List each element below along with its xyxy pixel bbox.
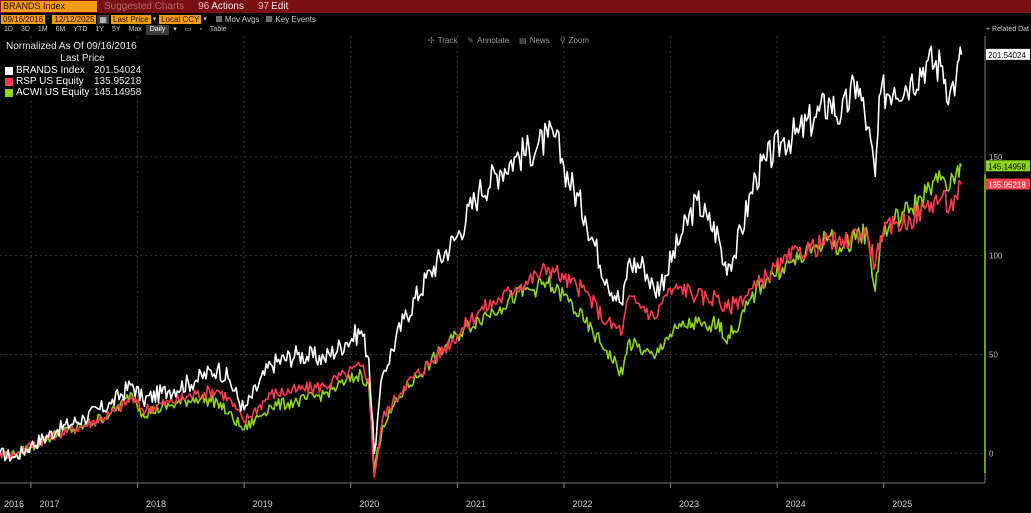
- range-button-1m[interactable]: 1M: [37, 26, 48, 33]
- y-tick-label: 0: [989, 449, 994, 458]
- legend-series-value: 135.95218: [94, 76, 142, 87]
- title-bar: BRANDS Index Suggested Charts 96 Actions …: [0, 0, 1031, 13]
- legend-rows: BRANDS Index 201.54024 RSP US Equity 135.95…: [4, 65, 161, 98]
- legend-swatch: [5, 77, 13, 86]
- edit-menu[interactable]: 97 Edit: [251, 0, 295, 13]
- suggested-charts-menu[interactable]: Suggested Charts: [104, 1, 185, 12]
- layout-icon[interactable]: ▫: [199, 26, 202, 33]
- y-tick-label: 50: [989, 350, 998, 359]
- x-tick-label: 2024: [786, 499, 806, 509]
- tool-zoom[interactable]: ⚲ Zoom: [560, 36, 589, 45]
- series-line-rsp-us-equity[interactable]: [0, 179, 963, 478]
- field-dropdown-icon[interactable]: ▾: [152, 16, 157, 23]
- range-button-5y[interactable]: 5Y: [111, 26, 121, 33]
- legend-swatch: [5, 88, 13, 97]
- legend-swatch: [5, 66, 13, 75]
- parameter-bar: 09/16/2016 - 12/12/2025 ▦ Last Price ▾ L…: [0, 13, 1031, 25]
- range-button-1y[interactable]: 1Y: [95, 26, 104, 33]
- actions-menu-number: 96: [198, 1, 210, 12]
- chart-type-icon[interactable]: ▾: [173, 26, 177, 33]
- series-line-acwi-us-equity[interactable]: [0, 163, 963, 470]
- zoom-icon: ⚲: [559, 36, 566, 45]
- tool-track[interactable]: ✣ Track: [428, 36, 457, 45]
- y-tick-label: 100: [989, 252, 1003, 261]
- legend-series-value: 201.54024: [94, 65, 142, 76]
- x-tick-label: 2017: [39, 499, 59, 509]
- last-value-label: 135.95218: [988, 181, 1026, 190]
- range-button-3d[interactable]: 3D: [20, 26, 30, 33]
- key-events-label: Key Events: [275, 14, 316, 24]
- last-value-label: 201.54024: [988, 51, 1026, 60]
- legend-title: Normalized As Of 09/16/2016: [6, 41, 137, 52]
- last-value-tag: [986, 178, 1030, 190]
- crosshair-icon: ✣: [428, 36, 435, 45]
- range-button-6m[interactable]: 6M: [55, 26, 66, 33]
- tool-label: Zoom: [568, 36, 590, 45]
- legend-subtitle: Last Price: [60, 53, 105, 64]
- field-select[interactable]: Last Price: [111, 14, 151, 24]
- x-tick-label: 2018: [146, 499, 166, 509]
- edit-menu-label: Edit: [271, 1, 289, 12]
- start-date-field[interactable]: 09/16/2016: [1, 14, 46, 24]
- legend-entry[interactable]: ACWI US Equity 145.14958: [4, 87, 161, 98]
- candle-type-icon[interactable]: ▭: [184, 26, 192, 33]
- last-value-tag: [986, 48, 1030, 60]
- frequency-select[interactable]: Daily: [145, 25, 170, 35]
- legend-series-name: RSP US Equity: [16, 76, 84, 87]
- range-button-ytd[interactable]: YTD: [73, 26, 88, 33]
- pencil-icon: ✎: [467, 36, 475, 45]
- table-button[interactable]: Table: [209, 26, 227, 33]
- tool-label: Annotate: [477, 36, 510, 45]
- legend-entry[interactable]: RSP US Equity 135.95218: [4, 76, 161, 87]
- related-data-link[interactable]: + Related Dat: [986, 26, 1029, 33]
- range-button-1d[interactable]: 1D: [4, 26, 13, 33]
- key-events-checkbox[interactable]: [266, 16, 273, 22]
- legend: Normalized As Of 09/16/2016 Last Price B…: [4, 41, 161, 98]
- x-tick-label: 2020: [359, 499, 379, 509]
- series-line-brands-index[interactable]: [0, 45, 963, 462]
- currency-dropdown-icon[interactable]: ▾: [203, 16, 207, 23]
- ticker-input[interactable]: BRANDS Index: [1, 1, 97, 12]
- last-value-tag: [986, 160, 1030, 172]
- x-tick-label: 2022: [572, 499, 592, 509]
- x-tick-label: 2025: [892, 499, 912, 509]
- legend-series-value: 145.14958: [94, 87, 142, 98]
- tool-annotate[interactable]: ✎ Annotate: [467, 36, 509, 45]
- actions-menu[interactable]: 96 Actions: [191, 0, 251, 13]
- last-value-label: 145.14958: [988, 162, 1026, 171]
- legend-series-name: BRANDS Index: [16, 65, 85, 76]
- mov-avgs-label: Mov Avgs: [224, 14, 260, 24]
- x-tick-label: 2016: [4, 499, 24, 509]
- chart-toolbar: ✣ Track ✎ Annotate ▤ News ⚲ Zoom: [428, 36, 599, 45]
- end-date-field[interactable]: 12/12/2025: [52, 14, 97, 24]
- tool-label: Track: [437, 36, 458, 45]
- legend-series-name: ACWI US Equity: [16, 87, 90, 98]
- range-button-max[interactable]: Max: [128, 26, 142, 33]
- actions-menu-label: Actions: [211, 1, 244, 12]
- mov-avgs-checkbox[interactable]: [215, 16, 222, 22]
- tool-label: News: [529, 36, 550, 45]
- currency-select[interactable]: Local CCY: [159, 14, 202, 24]
- separator-dash: -: [47, 15, 50, 23]
- legend-entry[interactable]: BRANDS Index 201.54024: [4, 65, 161, 76]
- range-bar: 1D 3D 1M 6M YTD 1Y 5Y Max Daily ▾ ▭ ▫ Table: [0, 25, 1031, 35]
- calendar-icon[interactable]: ▦: [97, 14, 109, 24]
- news-icon: ▤: [519, 36, 527, 45]
- x-tick-label: 2019: [253, 499, 273, 509]
- x-tick-label: 2023: [679, 499, 699, 509]
- y-tick-label: 150: [989, 153, 1003, 162]
- edit-menu-number: 97: [257, 1, 270, 12]
- x-tick-label: 2021: [466, 499, 486, 509]
- tool-news[interactable]: ▤ News: [519, 36, 550, 45]
